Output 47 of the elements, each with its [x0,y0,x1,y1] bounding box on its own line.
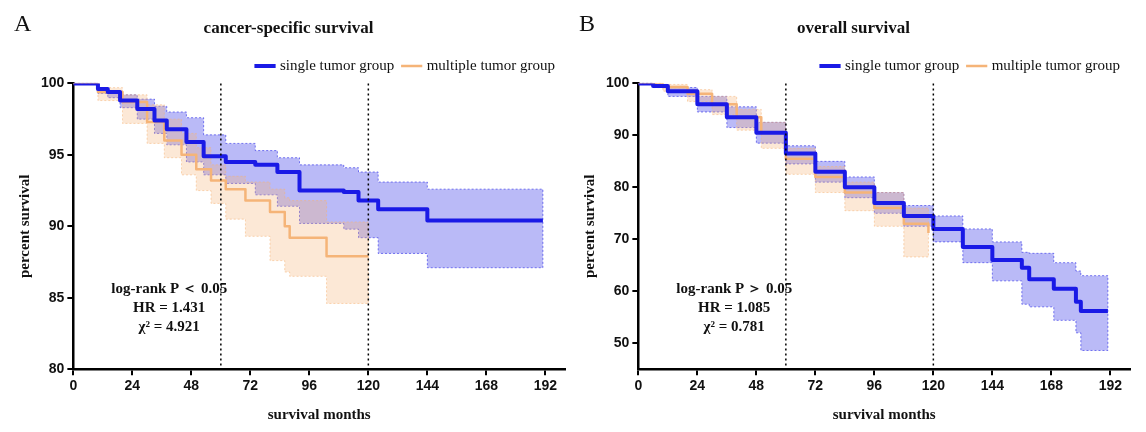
x-tick-label: 144 [980,377,1005,394]
x-tick-label: 120 [356,377,381,394]
x-tick-label: 168 [474,377,499,394]
legend-label: single tumor group [280,56,395,73]
annotation: HR = 1.431 [133,299,206,316]
y-tick-label: 90 [48,217,65,234]
x-tick-label: 24 [124,377,141,394]
y-tick-label: 80 [48,360,65,377]
y-tick-label: 100 [41,74,65,91]
legend-label: single tumor group [845,56,960,73]
x-axis-title: survival months [832,405,936,422]
y-tick-label: 90 [613,126,630,143]
x-tick-label: 48 [748,377,765,394]
y-axis-title: percent survival [15,174,32,279]
y-tick-label: 70 [613,230,630,247]
legend-label: multiple tumor group [426,56,556,73]
y-tick-label: 60 [613,282,630,299]
annotation: HR = 1.085 [698,299,771,316]
x-axis-title: survival months [267,405,371,422]
x-tick-label: 72 [242,377,259,394]
x-tick-label: 168 [1039,377,1064,394]
annotation: χ² = 4.921 [137,318,200,335]
x-tick-label: 192 [1098,377,1123,394]
y-tick-label: 50 [613,334,630,351]
x-tick-label: 0 [69,377,78,394]
y-tick-label: 80 [613,178,630,195]
annotation: χ² = 0.781 [702,318,765,335]
x-tick-label: 120 [921,377,946,394]
x-tick-label: 24 [689,377,706,394]
text: A [14,10,32,37]
annotation: log-rank P ＜ 0.05 [111,280,228,297]
legend-label: multiple tumor group [991,56,1121,73]
x-tick-label: 96 [301,377,318,394]
y-tick-label: 85 [48,288,65,305]
x-tick-label: 192 [533,377,558,394]
x-tick-label: 144 [415,377,440,394]
x-tick-label: 72 [807,377,824,394]
y-tick-label: 100 [606,74,630,91]
x-tick-label: 48 [183,377,200,394]
y-axis-title: percent survival [580,174,597,279]
chart-title: cancer-specific survival [203,17,374,37]
y-tick-label: 95 [48,145,65,162]
text: B [579,10,596,37]
annotation: log-rank P ＞ 0.05 [676,280,793,297]
chart-title: overall survival [797,17,911,37]
x-tick-label: 0 [634,377,643,394]
x-tick-label: 96 [866,377,883,394]
